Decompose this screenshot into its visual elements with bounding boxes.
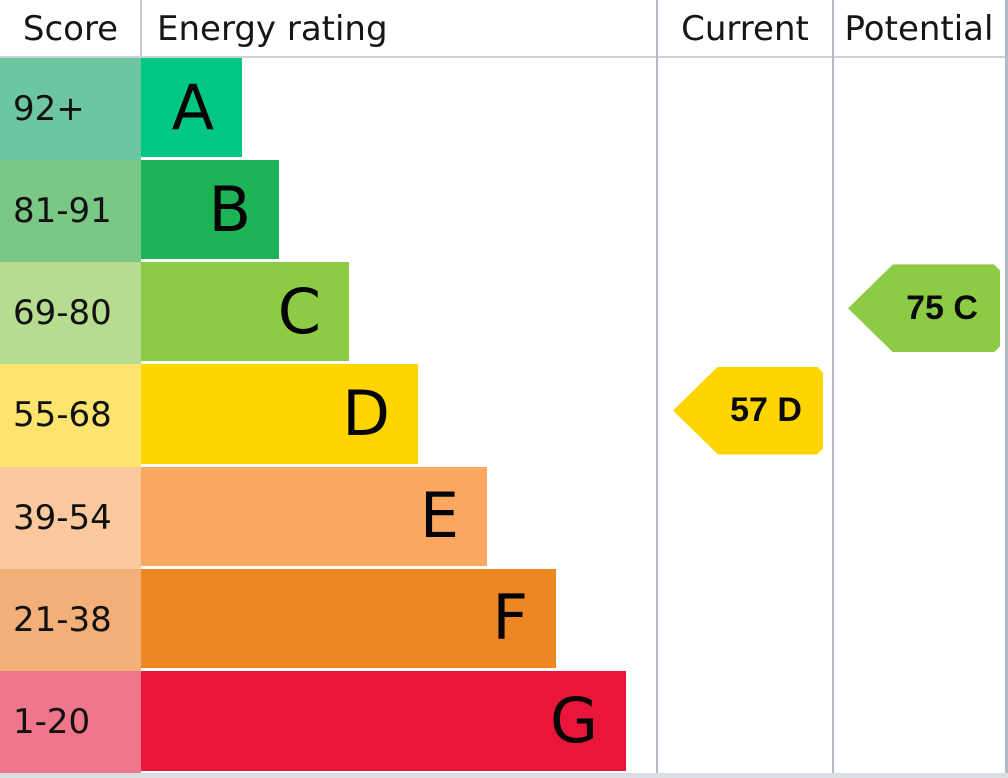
current-rating-arrow: 57 D: [673, 367, 823, 455]
band-bar-c: C: [141, 262, 349, 362]
potential-rating-arrow: 75 C: [848, 264, 1000, 352]
band-letter-c: C: [277, 274, 321, 348]
column-header-score: Score: [22, 8, 119, 49]
current-rating-label: 57 D: [730, 391, 802, 429]
divider-current-column: [656, 0, 658, 773]
band-score-range-f: 21-38: [0, 568, 141, 671]
band-letter-g: G: [549, 683, 598, 757]
column-header-potential: Potential: [844, 8, 994, 49]
header-underline: [0, 56, 1008, 58]
band-row-e: 39-54 E: [0, 466, 657, 569]
band-bar-b: B: [141, 160, 279, 260]
band-bar-f: F: [141, 568, 556, 668]
chart-bottom-border: [0, 773, 1008, 778]
band-bar-g: G: [141, 670, 626, 771]
band-row-c: 69-80 C: [0, 262, 657, 365]
band-row-g: 1-20 G: [0, 670, 657, 773]
band-row-d: 55-68 D: [0, 364, 657, 467]
divider-potential-column: [832, 0, 834, 773]
band-row-b: 81-91 B: [0, 160, 657, 263]
column-header-current: Current: [681, 8, 809, 49]
band-bar-d: D: [141, 364, 418, 464]
band-letter-b: B: [208, 172, 251, 246]
band-bar-a: A: [141, 58, 242, 158]
band-score-range-c: 69-80: [0, 262, 141, 365]
band-score-range-b: 81-91: [0, 160, 141, 263]
divider-score-energy: [140, 0, 142, 57]
band-score-range-e: 39-54: [0, 466, 141, 569]
column-header-energy-rating: Energy rating: [157, 8, 388, 49]
band-letter-d: D: [342, 376, 390, 450]
band-letter-a: A: [171, 70, 214, 144]
band-bar-e: E: [141, 466, 487, 566]
band-row-f: 21-38 F: [0, 568, 657, 671]
potential-rating-label: 75 C: [906, 288, 978, 327]
band-letter-f: F: [492, 581, 528, 655]
band-score-range-a: 92+: [0, 58, 141, 161]
band-score-range-d: 55-68: [0, 364, 141, 467]
band-row-a: 92+ A: [0, 58, 657, 161]
chart-right-border: [1005, 0, 1008, 778]
band-letter-e: E: [419, 479, 459, 553]
band-score-range-g: 1-20: [0, 670, 141, 773]
